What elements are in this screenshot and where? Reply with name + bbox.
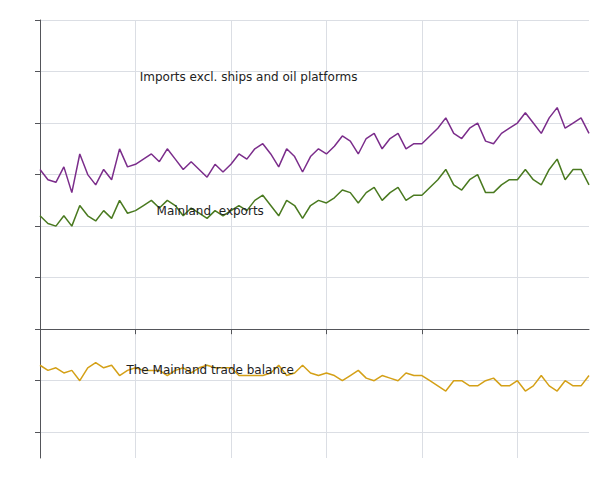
svg-text:The Mainland trade balance: The Mainland trade balance xyxy=(125,363,294,377)
svg-text:Mainland exports: Mainland exports xyxy=(157,204,264,218)
svg-text:Imports excl. ships and oil pl: Imports excl. ships and oil platforms xyxy=(140,70,358,84)
